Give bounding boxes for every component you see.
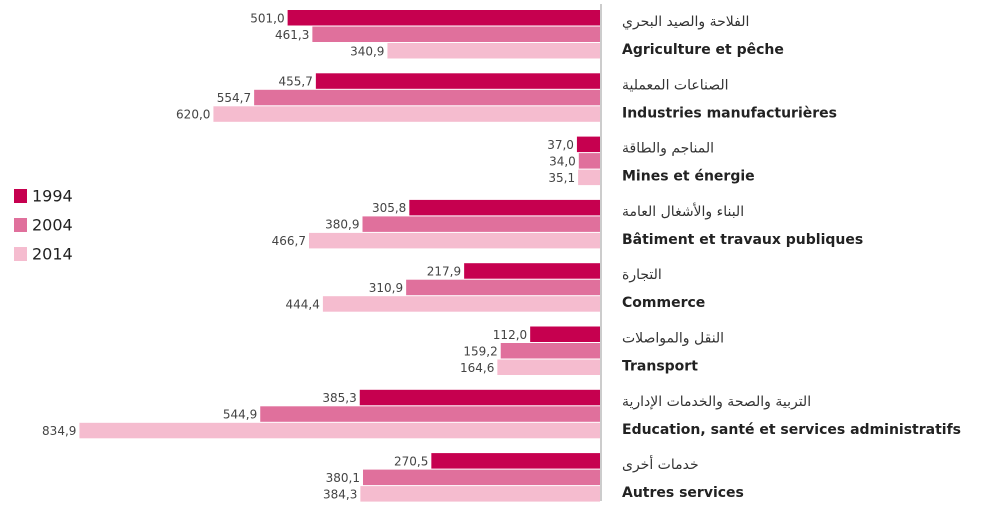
legend-swatch [14, 247, 27, 261]
bar [287, 10, 600, 26]
legend-swatch [14, 218, 27, 232]
bar [79, 422, 601, 439]
value-label: 544,9 [223, 408, 257, 422]
bar [578, 169, 600, 186]
value-label: 554,7 [217, 91, 251, 105]
bar [359, 389, 600, 406]
bar [464, 263, 600, 279]
category-label: Industries manufacturières [622, 105, 837, 121]
value-label: 305,8 [372, 201, 406, 215]
bar [362, 469, 600, 486]
value-label: 112,0 [493, 328, 527, 342]
bar [431, 453, 600, 469]
bar [308, 232, 600, 249]
bar [260, 406, 600, 422]
category-label: Transport [622, 359, 698, 375]
value-label: 340,9 [350, 44, 384, 58]
bar [315, 73, 600, 89]
value-label: 380,9 [325, 218, 359, 232]
category-label-ar: المناجم والطاقة [622, 141, 714, 157]
value-label: 384,3 [323, 487, 357, 501]
category-label-ar: النقل والمواصلات [622, 331, 724, 347]
category-label: Commerce [622, 295, 705, 311]
bar [387, 43, 600, 59]
value-label: 380,1 [326, 471, 360, 485]
bar [578, 153, 600, 169]
bar [576, 136, 600, 153]
value-label: 501,0 [250, 11, 284, 25]
value-label: 37,0 [547, 138, 574, 152]
value-label: 444,4 [286, 297, 320, 311]
legend-swatch [14, 189, 27, 203]
bar [409, 199, 600, 216]
category-label: Bâtiment et travaux publiques [622, 232, 863, 248]
value-label: 310,9 [369, 281, 403, 295]
legend-label: 2014 [32, 245, 73, 264]
bar [530, 326, 600, 342]
category-label-ar: خدمات أخرى [622, 455, 699, 473]
category-label-ar: التجارة [622, 267, 662, 283]
category-label-ar: التربية والصحة والخدمات الإدارية [622, 394, 811, 410]
category-label-ar: الصناعات المعملية [622, 77, 729, 93]
value-label: 385,3 [322, 391, 356, 405]
legend-label: 1994 [32, 187, 73, 206]
category-label: Autres services [622, 485, 744, 501]
bar [497, 359, 600, 375]
category-label-ar: الفلاحة والصيد البحري [622, 14, 749, 30]
category-label-ar: البناء والأشغال العامة [622, 202, 744, 220]
value-label: 834,9 [42, 424, 76, 438]
bar [213, 106, 601, 122]
bar [500, 343, 600, 359]
value-label: 620,0 [176, 108, 210, 122]
value-label: 270,5 [394, 454, 428, 468]
value-label: 461,3 [275, 28, 309, 42]
bar [254, 89, 600, 106]
value-label: 159,2 [463, 344, 497, 358]
value-label: 217,9 [427, 264, 461, 278]
category-label: Education, santé et services administrat… [622, 422, 961, 438]
value-label: 34,0 [549, 154, 576, 168]
value-label: 164,6 [460, 361, 494, 375]
category-label: Agriculture et pêche [622, 42, 784, 58]
legend-label: 2004 [32, 216, 73, 235]
bar [362, 216, 600, 232]
bar [406, 279, 600, 296]
bar [312, 26, 600, 42]
value-label: 35,1 [548, 171, 575, 185]
bar [322, 296, 600, 312]
category-label: Mines et énergie [622, 169, 755, 185]
value-label: 455,7 [278, 75, 312, 89]
value-label: 466,7 [272, 234, 306, 248]
bar [360, 486, 600, 502]
